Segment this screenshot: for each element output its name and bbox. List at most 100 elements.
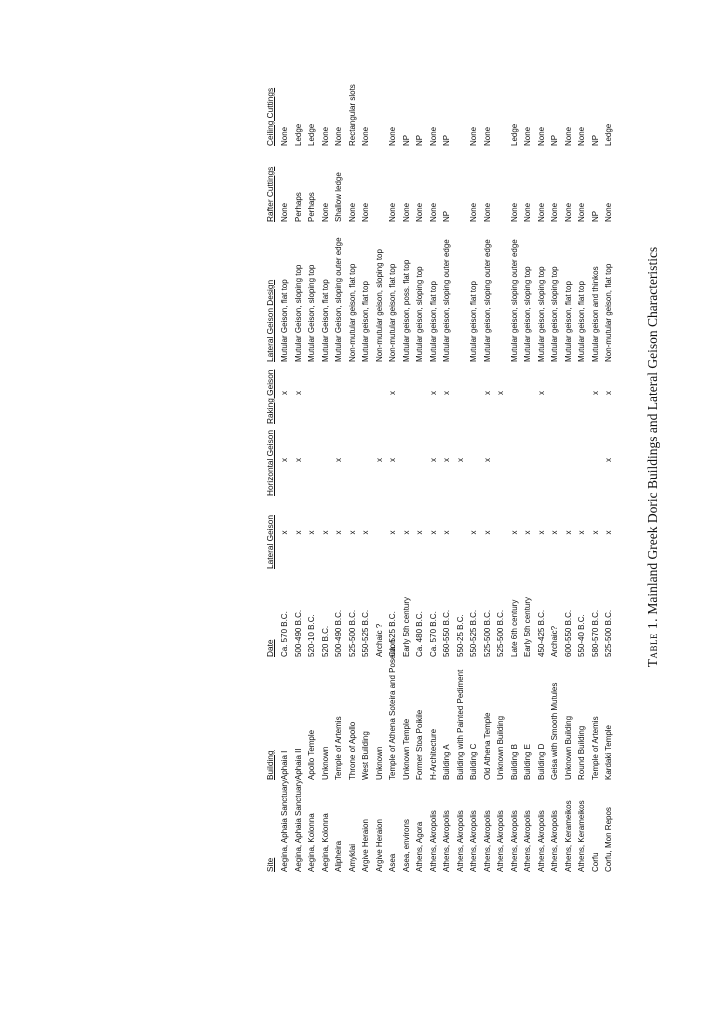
- x-mark: x: [604, 530, 613, 535]
- cell-horizontal-geison: [508, 424, 522, 496]
- cell-horizontal-geison: [400, 424, 414, 496]
- cell-date: 520 B.C.: [320, 625, 330, 657]
- table-row: Aegina, Kolonna Apollo Temple 520-10 B.C. x…: [305, 42, 319, 872]
- cell-date: Archaic?: [550, 625, 559, 657]
- cell-date: 560-550 B.C.: [442, 609, 451, 657]
- cell-lateral-geison: [454, 496, 468, 569]
- cell-rafter-cuttings: Perhaps: [293, 192, 303, 222]
- cell-raking-geison: [400, 362, 414, 424]
- x-mark: x: [388, 530, 397, 535]
- cell-ceiling-cuttings: None: [428, 126, 438, 146]
- cell-horizontal-geison: [589, 424, 603, 496]
- table-row: Athens, Akropolis Old Athena Temple 525-50…: [481, 42, 495, 872]
- table-row: Athens, Akropolis Building C 550-525 B.C. x…: [467, 42, 481, 872]
- cell-building: Temple of Artemis: [590, 716, 600, 780]
- cell-lateral-geison: x: [386, 496, 400, 569]
- cell-date: 550-525 B.C.: [469, 609, 478, 657]
- cell-ceiling-cuttings: None: [469, 126, 478, 146]
- cell-date: Early 5th century: [523, 596, 532, 657]
- cell-date: 500-490 B.C.: [293, 609, 303, 657]
- cell-horizontal-geison: x: [332, 424, 346, 496]
- cell-lateral-geison-design: Mutular Geison, sloping outer edge: [334, 237, 343, 362]
- cell-ceiling-cuttings: None: [388, 126, 397, 146]
- cell-horizontal-geison: [562, 424, 576, 496]
- x-mark: x: [604, 458, 613, 462]
- cell-lateral-geison-design: Mutular geison, sloping outer edge: [482, 239, 492, 362]
- cell-horizontal-geison: x: [427, 424, 441, 496]
- x-mark: x: [469, 530, 478, 535]
- table-row: Athens, Akropolis Building B Late 6th cent…: [508, 42, 522, 872]
- cell-site: Argive Heraion: [374, 819, 384, 872]
- cell-lateral-geison: x: [589, 496, 603, 569]
- table-row: Athens, Akropolis Building E Early 5th cen…: [521, 42, 535, 872]
- cell-date: 600-550 B.C.: [563, 609, 573, 657]
- cell-lateral-geison: x: [305, 496, 319, 569]
- x-mark: x: [442, 530, 451, 535]
- cell-lateral-geison-design: Non-mutular geison, flat top: [347, 263, 357, 362]
- x-mark: x: [280, 530, 289, 535]
- cell-raking-geison: [467, 362, 481, 424]
- x-mark: x: [428, 391, 438, 395]
- x-mark: x: [536, 530, 546, 535]
- table-row: Athens, Akropolis Geisa with Smooth Mutul…: [548, 42, 562, 872]
- cell-date: Ca. 525 B.C.: [388, 611, 397, 657]
- cell-site: Athens, Kerameikos: [563, 800, 573, 872]
- cell-horizontal-geison: x: [602, 424, 616, 496]
- cell-ceiling-cuttings: Rectangular slots: [347, 84, 357, 146]
- cell-ceiling-cuttings: None: [563, 126, 573, 146]
- cell-raking-geison: [319, 362, 333, 424]
- cell-rafter-cuttings: None: [401, 202, 411, 222]
- cell-site: Athens, Akropolis: [428, 810, 438, 872]
- cell-site: Alipheira: [334, 840, 343, 872]
- cell-ceiling-cuttings: None: [482, 126, 492, 146]
- x-mark: x: [293, 530, 303, 535]
- cell-site: Athens, Agora: [415, 821, 424, 872]
- rotated-table-page: Site Building Date Lateral Geison Horizontal…: [262, 42, 682, 872]
- cell-raking-geison: x: [589, 362, 603, 424]
- cell-building: Unknown: [320, 746, 330, 780]
- cell-ceiling-cuttings: Ledge: [293, 123, 303, 146]
- cell-date: 550-25 B.C.: [455, 614, 465, 657]
- cell-horizontal-geison: x: [481, 424, 495, 496]
- cell-date: Late 6th century: [509, 599, 519, 657]
- cell-lateral-geison: [494, 496, 508, 569]
- x-mark: x: [590, 391, 600, 395]
- x-mark: x: [415, 530, 424, 535]
- cell-rafter-cuttings: None: [347, 202, 357, 222]
- cell-raking-geison: [521, 362, 535, 424]
- cell-date: 525-500 B.C.: [482, 609, 492, 657]
- x-mark: x: [428, 530, 438, 535]
- cell-site: Athens, Akropolis: [536, 810, 546, 872]
- header-lateral-geison: Lateral Geison: [265, 515, 275, 569]
- cell-lateral-geison-design: Mutular geison, sloping top: [523, 266, 532, 362]
- x-mark: x: [442, 391, 451, 395]
- cell-lateral-geison-design: [494, 222, 508, 362]
- cell-building: Apollo Temple: [307, 729, 316, 780]
- caption-label: Table 1.: [645, 617, 660, 668]
- x-mark: x: [374, 458, 384, 462]
- cell-lateral-geison-design: Non-mutular geison, sloping top: [374, 249, 384, 362]
- cell-raking-geison: [359, 362, 373, 424]
- cell-building: Kardaki Temple: [604, 725, 613, 780]
- x-mark: x: [523, 530, 532, 535]
- cell-lateral-geison-design: Mutular Geison, sloping top: [293, 264, 303, 362]
- cell-rafter-cuttings: NP: [442, 210, 451, 222]
- cell-ceiling-cuttings: None: [320, 126, 330, 146]
- cell-lateral-geison-design: Mutular geison, sloping outer edge: [509, 239, 519, 362]
- cell-horizontal-geison: x: [440, 424, 454, 496]
- cell-raking-geison: x: [278, 362, 292, 424]
- cell-lateral-geison: x: [359, 496, 373, 569]
- cell-building: Unknown Temple: [401, 718, 411, 780]
- cell-lateral-geison-design: Mutular geison and thinkos: [590, 266, 600, 362]
- cell-raking-geison: x: [386, 362, 400, 424]
- cell-rafter-cuttings: None: [280, 202, 289, 222]
- cell-horizontal-geison: x: [292, 424, 306, 496]
- cell-horizontal-geison: [305, 424, 319, 496]
- table-row: Athens, Akropolis Unknown Building 525-500…: [494, 42, 508, 872]
- cell-rafter-cuttings: None: [563, 202, 573, 222]
- cell-horizontal-geison: [346, 424, 360, 496]
- table-row: Athens, Kerameikos Unknown Building 600-55…: [562, 42, 576, 872]
- table-row: Amyklai Throne of Apollo 525-500 B.C. x Non-…: [346, 42, 360, 872]
- x-mark: x: [442, 458, 451, 462]
- x-mark: x: [509, 530, 519, 535]
